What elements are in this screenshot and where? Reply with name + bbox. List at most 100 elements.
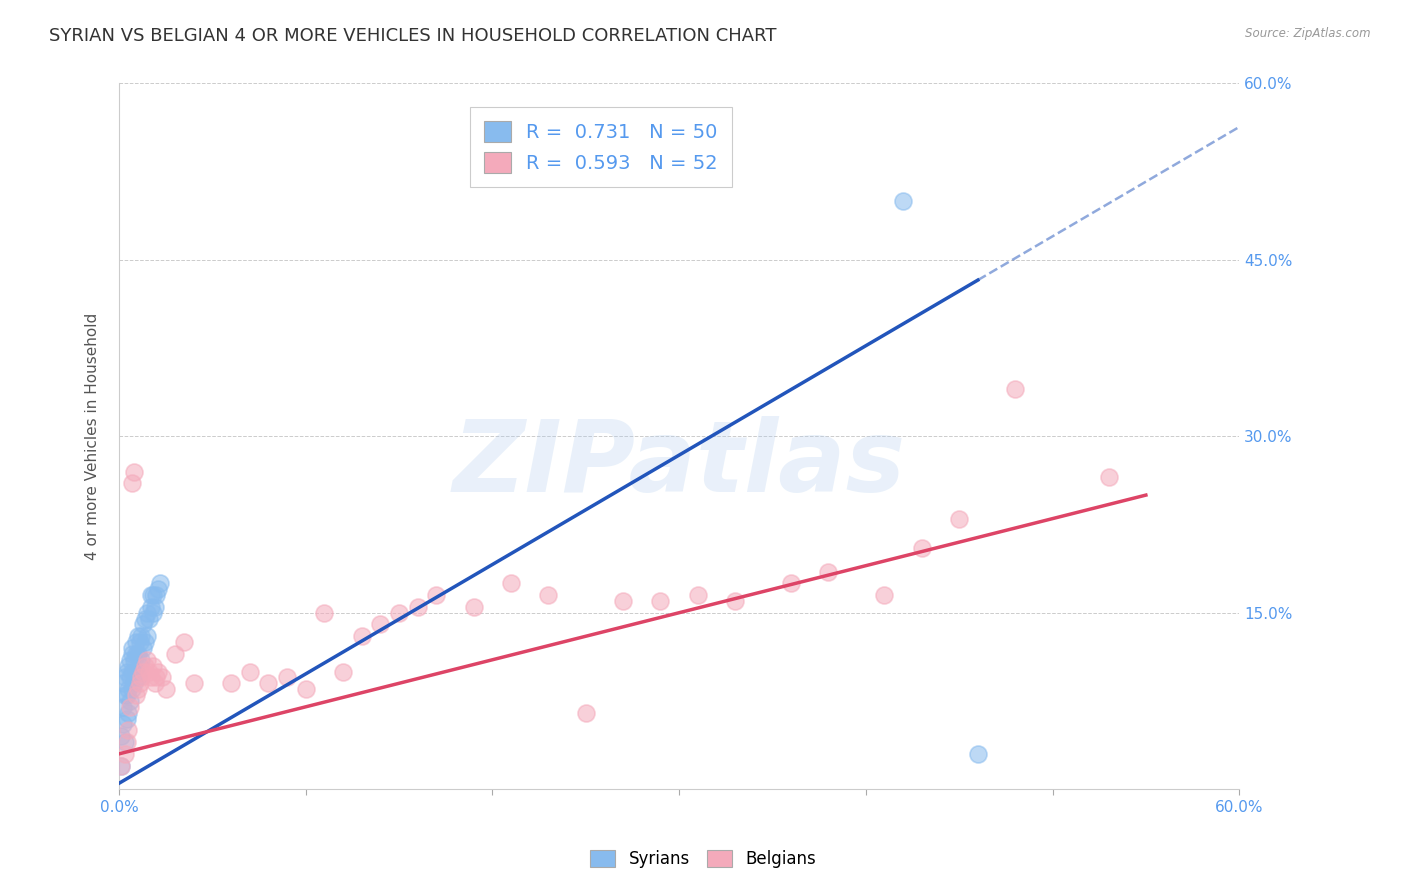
Point xyxy=(148,665,170,679)
Point xyxy=(110,758,132,772)
Text: ZIPatlas: ZIPatlas xyxy=(453,416,905,513)
Point xyxy=(134,635,156,649)
Point xyxy=(139,599,162,614)
Point xyxy=(114,670,136,684)
Point xyxy=(139,588,162,602)
Point xyxy=(134,658,156,673)
Legend: Syrians, Belgians: Syrians, Belgians xyxy=(583,843,823,875)
Point xyxy=(149,576,172,591)
Point xyxy=(780,576,803,591)
Point xyxy=(111,717,134,731)
Point xyxy=(110,729,132,743)
Point xyxy=(145,670,167,684)
Point xyxy=(350,629,373,643)
Point xyxy=(142,658,165,673)
Point xyxy=(122,676,145,690)
Point xyxy=(128,658,150,673)
Point xyxy=(115,688,138,702)
Point xyxy=(148,582,170,597)
Point xyxy=(125,647,148,661)
Point xyxy=(134,611,156,625)
Point xyxy=(948,511,970,525)
Point xyxy=(612,594,634,608)
Point xyxy=(117,658,139,673)
Point xyxy=(873,588,896,602)
Point xyxy=(121,665,143,679)
Point xyxy=(131,670,153,684)
Point xyxy=(650,594,672,608)
Point xyxy=(219,676,242,690)
Point xyxy=(142,588,165,602)
Point xyxy=(136,606,159,620)
Point xyxy=(125,665,148,679)
Point xyxy=(131,653,153,667)
Point xyxy=(891,194,914,208)
Point xyxy=(537,588,560,602)
Point xyxy=(165,647,187,661)
Point xyxy=(132,617,155,632)
Point xyxy=(117,682,139,697)
Point xyxy=(121,682,143,697)
Point xyxy=(314,606,336,620)
Point xyxy=(127,629,149,643)
Text: Source: ZipAtlas.com: Source: ZipAtlas.com xyxy=(1246,27,1371,40)
Point xyxy=(114,688,136,702)
Point xyxy=(110,758,132,772)
Point xyxy=(501,576,523,591)
Y-axis label: 4 or more Vehicles in Household: 4 or more Vehicles in Household xyxy=(86,313,100,560)
Point xyxy=(115,735,138,749)
Point xyxy=(122,465,145,479)
Point xyxy=(127,682,149,697)
Point xyxy=(127,670,149,684)
Point xyxy=(150,670,173,684)
Point xyxy=(142,606,165,620)
Point xyxy=(132,665,155,679)
Point xyxy=(138,665,160,679)
Point xyxy=(111,676,134,690)
Point xyxy=(120,699,142,714)
Text: SYRIAN VS BELGIAN 4 OR MORE VEHICLES IN HOUSEHOLD CORRELATION CHART: SYRIAN VS BELGIAN 4 OR MORE VEHICLES IN … xyxy=(49,27,776,45)
Point xyxy=(155,682,177,697)
Point xyxy=(120,653,142,667)
Point xyxy=(115,712,138,726)
Point xyxy=(117,706,139,720)
Point xyxy=(239,665,262,679)
Point xyxy=(121,476,143,491)
Point xyxy=(1004,382,1026,396)
Point xyxy=(122,653,145,667)
Point xyxy=(125,688,148,702)
Point xyxy=(131,629,153,643)
Point xyxy=(463,599,485,614)
Point xyxy=(132,640,155,655)
Point xyxy=(128,635,150,649)
Point xyxy=(114,747,136,761)
Point xyxy=(121,640,143,655)
Point xyxy=(115,665,138,679)
Point xyxy=(120,694,142,708)
Point xyxy=(817,565,839,579)
Point xyxy=(686,588,709,602)
Point xyxy=(257,676,280,690)
Point xyxy=(575,706,598,720)
Point xyxy=(370,617,392,632)
Point xyxy=(143,599,166,614)
Point xyxy=(128,676,150,690)
Point xyxy=(294,682,316,697)
Point xyxy=(183,676,205,690)
Point xyxy=(911,541,934,555)
Point xyxy=(724,594,747,608)
Point xyxy=(111,699,134,714)
Point xyxy=(125,635,148,649)
Point xyxy=(332,665,354,679)
Point xyxy=(139,670,162,684)
Point xyxy=(425,588,447,602)
Point xyxy=(136,653,159,667)
Point xyxy=(120,670,142,684)
Point xyxy=(173,635,195,649)
Point xyxy=(143,676,166,690)
Point xyxy=(121,647,143,661)
Point xyxy=(114,735,136,749)
Point xyxy=(127,647,149,661)
Point xyxy=(276,670,298,684)
Point xyxy=(388,606,411,620)
